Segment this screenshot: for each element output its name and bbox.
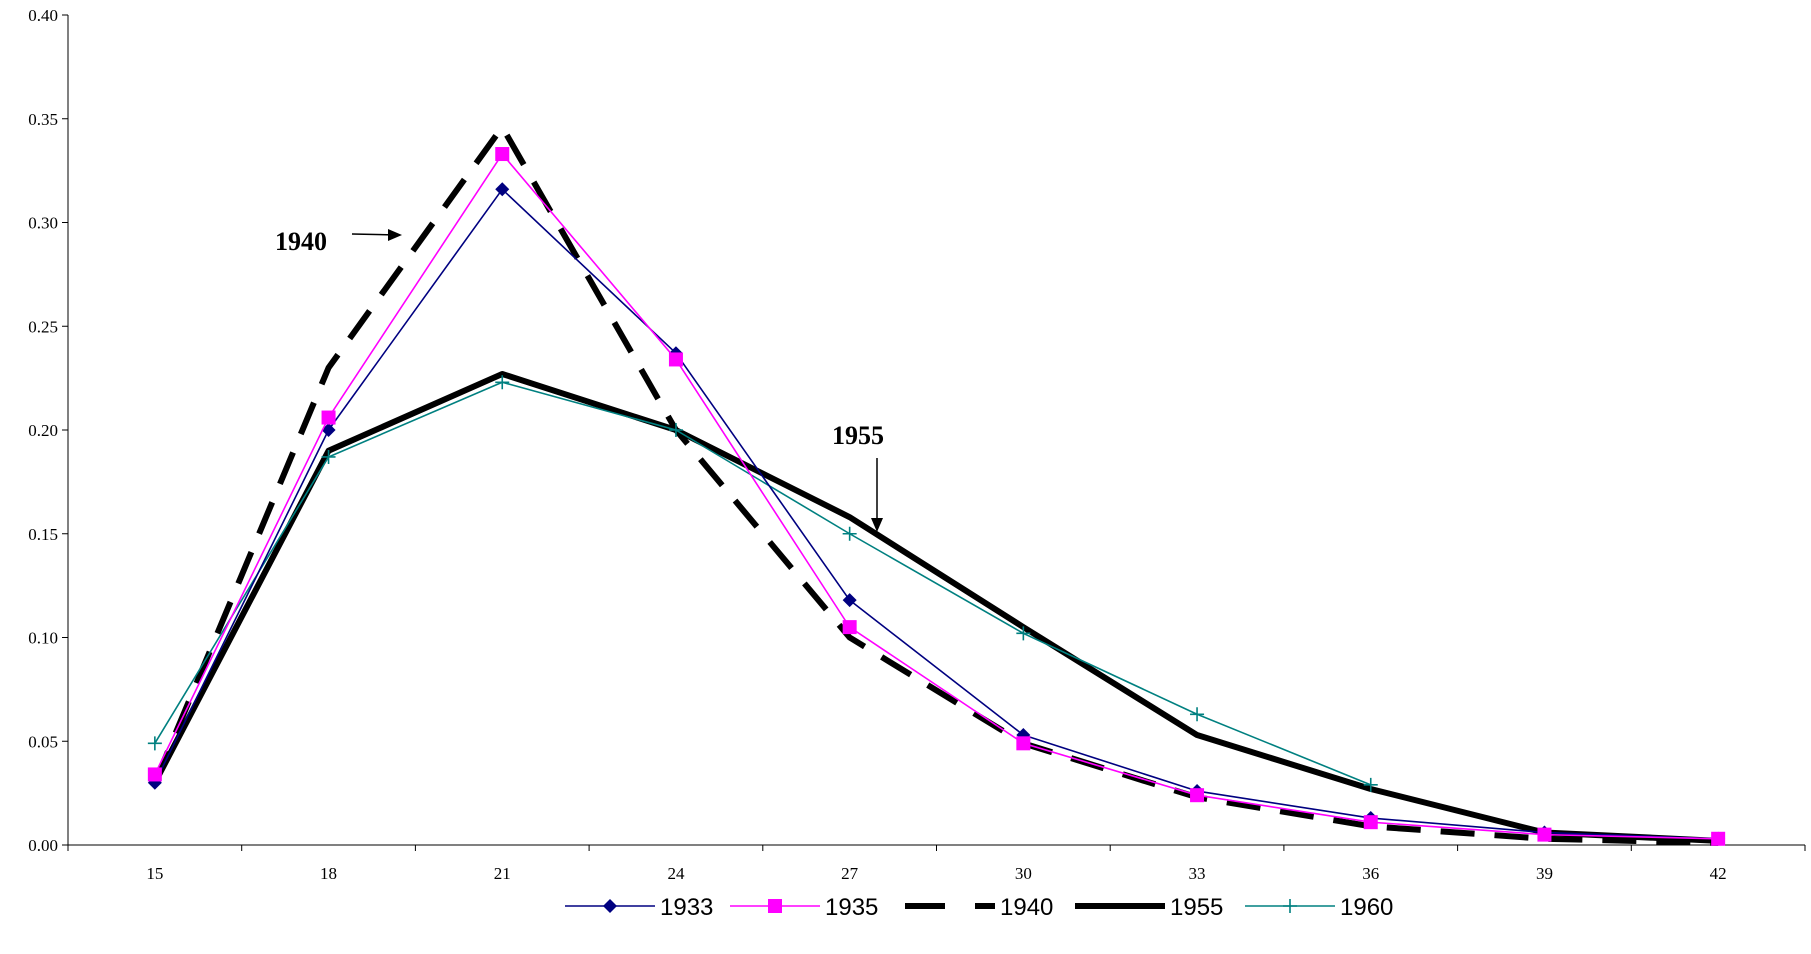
legend-label: 1960 [1340,894,1393,921]
y-tick-label: 0.15 [28,525,58,544]
data-point-plus [1363,777,1378,792]
series-line-1935 [154,153,1719,840]
data-point-square [1711,831,1726,846]
legend-item-1933: 1933 [565,894,713,921]
series-line-1933 [154,188,1719,840]
y-tick-label: 0.35 [28,110,58,129]
legend-item-1935: 1935 [730,894,878,921]
data-point-plus [147,736,162,751]
annotation-label: 1955 [832,421,884,450]
arrow-head [388,229,402,241]
data-point-square [1016,736,1031,751]
legend-label: 1940 [1000,894,1053,921]
data-point-square [1537,827,1552,842]
data-point-square [495,147,510,162]
chart-series [147,124,1726,846]
data-point-square [1363,815,1378,830]
data-point-square [1190,788,1205,803]
chart-annotations: 1940 1955 [275,227,884,532]
data-point-plus [842,526,857,541]
y-tick-label: 0.40 [28,6,58,25]
data-point-diamond [842,593,857,608]
y-tick-label: 0.30 [28,214,58,233]
data-point-plus [495,375,510,390]
series-1960 [147,375,1378,792]
legend-item-1940: 1940 [905,894,1053,921]
x-tick-label: 39 [1536,864,1553,883]
chart-legend: 1933 1935 1940 1955 1960 [565,894,1393,921]
annotation-1940: 1940 [275,227,402,256]
series-1940 [152,124,1719,846]
chart-axes: 0.00 0.05 0.10 0.15 0.20 0.25 0.30 0.35 0.40 15 18… [28,6,1806,883]
x-tick-label: 30 [1015,864,1032,883]
legend-item-1960: 1960 [1245,894,1393,921]
data-point-diamond [603,899,617,913]
x-tick-label: 42 [1710,864,1727,883]
legend-label: 1933 [660,894,713,921]
data-point-plus [321,449,336,464]
data-point-plus [1190,707,1205,722]
series-1955 [152,370,1719,844]
y-tick-label: 0.20 [28,421,58,440]
series-line-1960 [154,381,1372,786]
y-tick-label: 0.05 [28,732,58,751]
legend-label: 1935 [825,894,878,921]
series-1935 [147,147,1726,846]
y-tick-label: 0.10 [28,629,58,648]
series-line-1955 [152,370,1719,844]
data-point-plus [1283,899,1297,913]
data-point-square [842,620,857,635]
series-line-1940 [152,124,1719,846]
legend-label: 1955 [1170,894,1223,921]
data-point-square [147,767,162,782]
x-tick-label: 27 [841,864,859,883]
data-point-square [321,410,336,425]
data-point-plus [668,423,683,437]
arrow-head [871,518,883,532]
data-point-square [768,899,782,913]
x-tick-label: 36 [1362,864,1379,883]
y-tick-label: 0.00 [28,836,58,855]
annotation-label: 1940 [275,227,327,256]
data-point-diamond [495,182,510,197]
x-tick-label: 15 [146,864,163,883]
x-tick-label: 21 [494,864,511,883]
x-tick-label: 24 [667,864,685,883]
data-point-diamond [321,423,336,437]
y-tick-label: 0.25 [28,317,58,336]
x-tick-label: 18 [320,864,337,883]
annotation-1955: 1955 [832,421,884,532]
series-1933 [147,182,1726,846]
data-point-plus [1016,626,1031,641]
x-tick-label: 33 [1189,864,1206,883]
data-point-square [668,352,683,367]
legend-item-1955: 1955 [1075,894,1223,921]
